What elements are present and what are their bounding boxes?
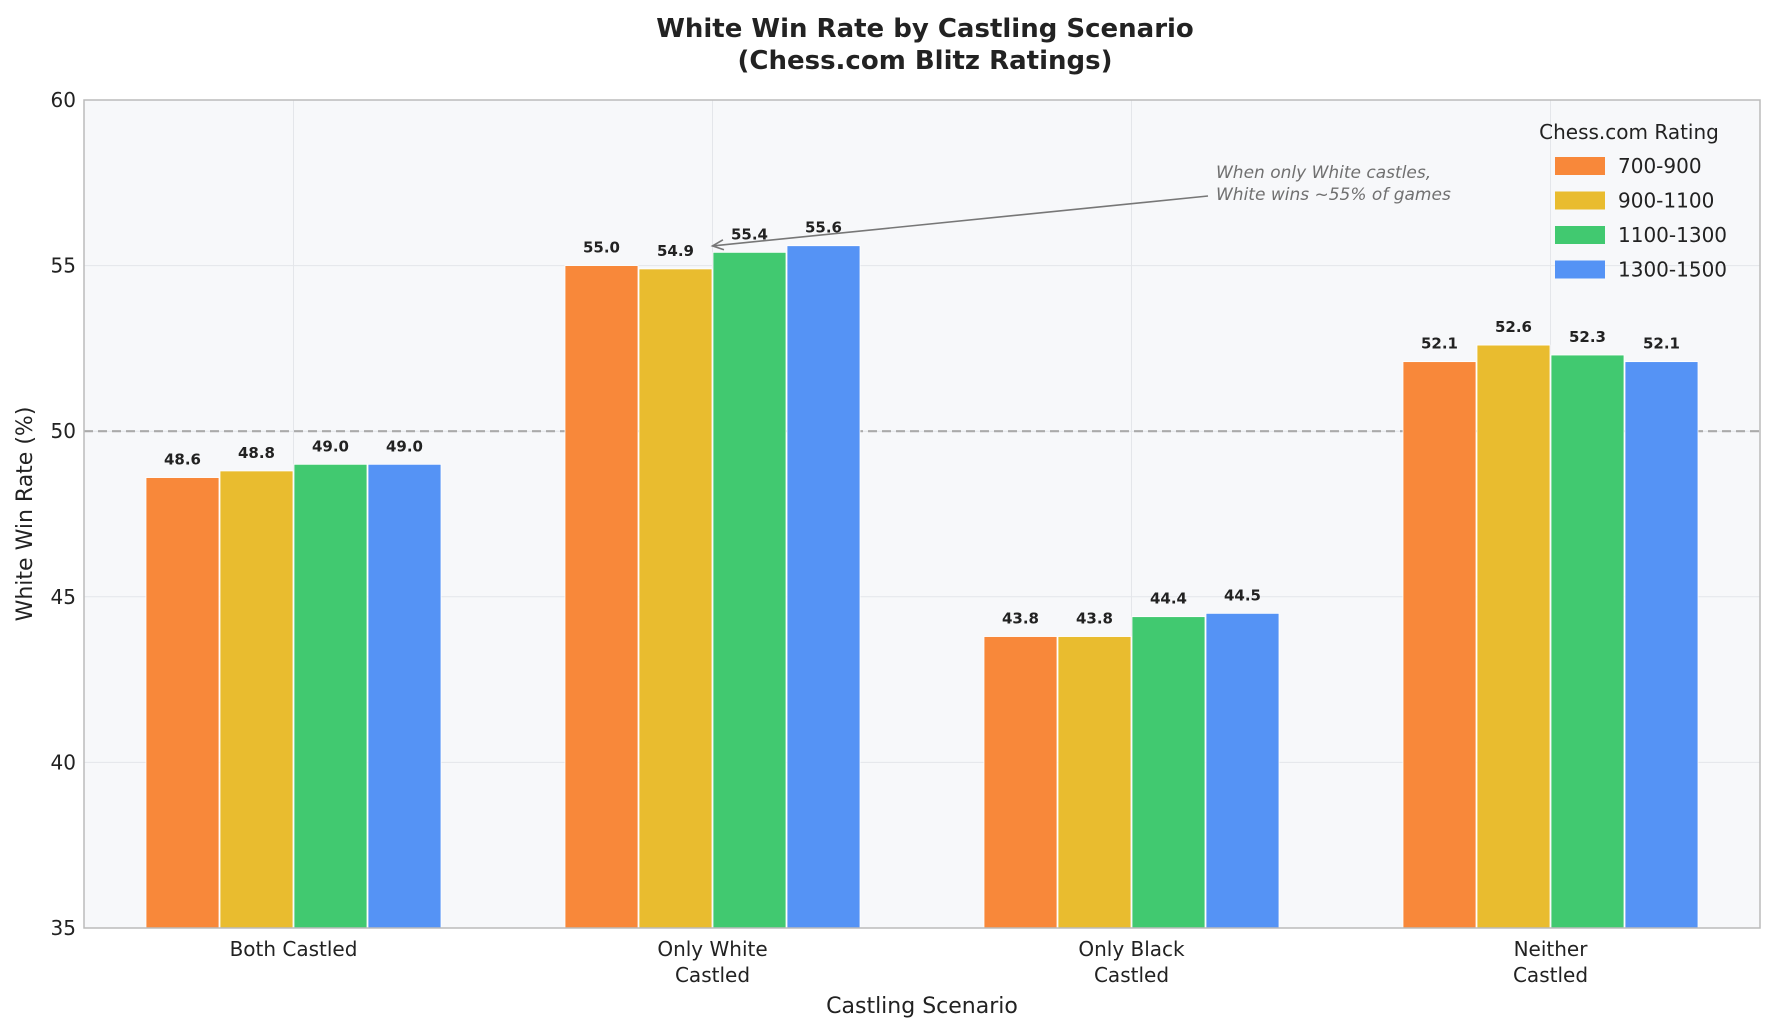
bar [1402,361,1477,929]
data-label: 43.8 [1076,610,1113,628]
data-label: 52.1 [1643,335,1680,353]
data-label: 48.6 [164,451,201,469]
data-label: 48.8 [238,444,275,462]
data-label: 55.0 [583,239,620,257]
annotation-text: White wins ~55% of games [1216,185,1451,205]
data-label: 54.9 [657,242,694,260]
y-tick-label: 50 [51,419,76,443]
plot-frame [83,99,1761,929]
legend-label: 900-1100 [1618,189,1714,213]
bar [1624,361,1699,929]
y-tick-label: 45 [51,585,76,609]
data-label: 43.8 [1002,610,1039,628]
bars [145,245,1699,929]
x-tick-label: Only Black [1078,937,1185,961]
legend-label: 1300-1500 [1618,258,1727,282]
x-tick-label: Only White [657,937,767,961]
bar [564,265,639,929]
annotation-arrow-head [710,239,725,251]
legend: Chess.com Rating 700-900 900-1100 1100-1300… [1539,120,1727,282]
legend-swatch [1555,191,1605,210]
bar [1476,344,1551,929]
data-label: 52.3 [1569,328,1606,346]
y-axis-ticks: 35 40 45 50 55 60 [51,88,76,940]
x-tick-label: Neither [1514,937,1589,961]
data-label: 55.4 [731,225,768,243]
x-tick-label: Castled [1513,963,1588,987]
bar [786,245,861,929]
legend-swatch [1555,157,1605,175]
legend-swatch [1555,260,1605,279]
annotation: When only White castles,White wins ~55% … [710,163,1451,251]
data-label: 44.5 [1224,586,1261,604]
y-tick-label: 55 [51,254,76,278]
x-axis-label: Castling Scenario [826,994,1018,1019]
x-tick-label: Castled [1094,963,1169,987]
bar [1131,616,1206,929]
data-label: 49.0 [386,437,423,455]
bar [145,477,220,929]
data-label: 52.6 [1495,318,1532,336]
annotation-text: When only White castles, [1216,163,1431,183]
data-labels: 48.6 48.8 49.0 49.0 55.0 54.9 55.4 55.6 43.8 43.8… [164,219,1680,628]
legend-swatch [1555,226,1605,244]
legend-label: 700-900 [1618,154,1702,178]
bar [638,268,713,929]
data-label: 52.1 [1421,335,1458,353]
data-label: 49.0 [312,437,349,455]
bar [293,463,368,929]
x-tick-label: Castled [675,963,750,987]
legend-title: Chess.com Rating [1539,120,1719,144]
data-label: 44.4 [1150,590,1187,608]
bar [219,470,294,929]
chart-title: White Win Rate by Castling Scenario [656,14,1194,44]
y-axis-label: White Win Rate (%) [13,407,38,622]
y-tick-label: 35 [51,916,76,940]
y-tick-label: 60 [51,88,76,112]
bar [1550,354,1625,929]
data-label: 55.6 [805,219,842,237]
legend-label: 1100-1300 [1618,223,1727,247]
bar [712,251,787,929]
bar [983,636,1058,929]
y-tick-label: 40 [51,750,76,774]
bar [1205,612,1280,929]
bar [367,463,442,929]
bar [1057,636,1132,929]
annotation-arrow-line [712,195,1209,247]
chart-subtitle: (Chess.com Blitz Ratings) [738,46,1113,76]
x-tick-label: Both Castled [230,937,358,961]
